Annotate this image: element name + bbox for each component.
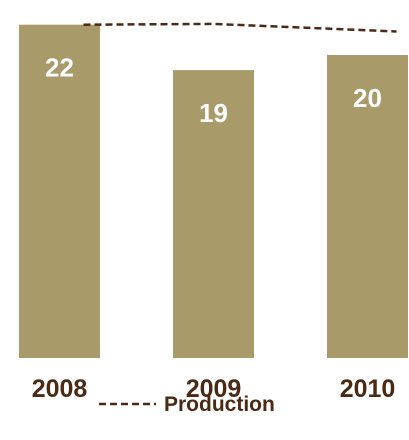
data-label-2008: 22 xyxy=(45,53,74,83)
value-labels-group: 22 19 20 xyxy=(45,53,382,128)
x-tick-2010: 2010 xyxy=(340,375,396,403)
bar-2010 xyxy=(327,55,408,358)
x-tick-2008: 2008 xyxy=(32,375,88,403)
bar-2008 xyxy=(19,24,100,358)
legend: Production xyxy=(99,393,275,416)
data-label-2009: 19 xyxy=(199,98,228,128)
line-group xyxy=(83,22,397,33)
x-axis-ticks: 2008 2009 2010 xyxy=(32,375,396,403)
data-label-2010: 20 xyxy=(353,83,382,113)
series-line-production xyxy=(83,22,397,33)
legend-label-production: Production xyxy=(164,393,275,416)
bar-2009 xyxy=(173,70,254,358)
bars-group xyxy=(19,24,408,358)
x-tick-2009: 2009 xyxy=(186,375,242,403)
